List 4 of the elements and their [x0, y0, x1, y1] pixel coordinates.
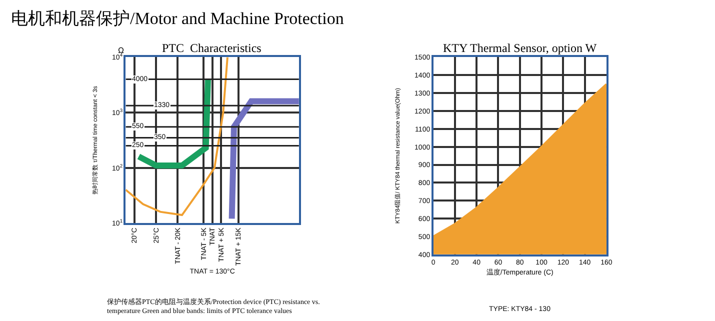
chart-title: PTC Characteristics — [162, 41, 262, 55]
chart-title: KTY Thermal Sensor, option W — [443, 41, 598, 55]
text: 电机和机器保护/Motor and Machine Protection — [11, 9, 344, 28]
line-series — [126, 57, 228, 216]
